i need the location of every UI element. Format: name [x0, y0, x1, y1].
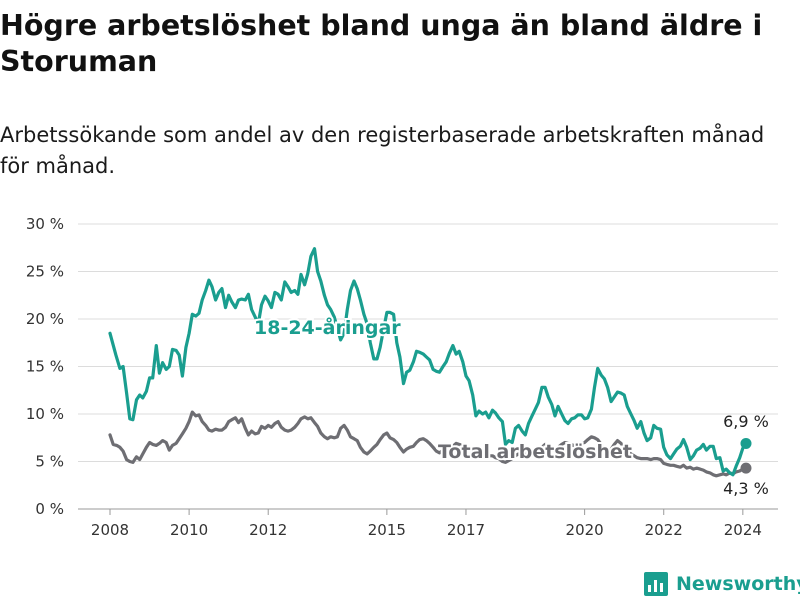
x-tick-label: 2015 [368, 521, 406, 539]
end-label-youth: 6,9 % [723, 412, 769, 431]
series-label-total: Total arbetslöshet [438, 441, 632, 463]
x-tick-label: 2010 [170, 521, 208, 539]
x-tick-label: 2024 [724, 521, 762, 539]
series-line [108, 410, 748, 478]
y-tick-label: 10 % [26, 405, 64, 423]
y-tick-label: 5 % [35, 453, 64, 471]
x-tick-label: 2020 [566, 521, 604, 539]
brand-name: Newsworthy [676, 573, 800, 595]
y-axis-tick-labels: 0 % 5 % 10 % 15 % 20 % 25 % 30 % [26, 215, 64, 518]
y-tick-label: 20 % [26, 310, 64, 328]
series-label-youth: 18-24-åringar [254, 315, 401, 339]
series-lines [108, 247, 752, 478]
chart-title: Högre arbetslöshet bland unga än bland ä… [0, 9, 763, 78]
y-tick-label: 25 % [26, 263, 64, 281]
x-axis: 2008 2010 2012 2015 2017 2020 2022 2024 [91, 509, 762, 539]
end-point-marker [740, 462, 752, 474]
x-tick-label: 2012 [249, 521, 287, 539]
series-labels: 18-24-åringar Total arbetslöshet 6,9 % 4,3 … [252, 313, 769, 498]
x-tick-label: 2022 [645, 521, 683, 539]
end-point-marker [740, 437, 752, 449]
chart-subtitle: Arbetssökande som andel av den registerb… [0, 123, 765, 178]
y-tick-label: 0 % [35, 500, 64, 518]
brand-logo: Newsworthy [644, 568, 800, 600]
y-tick-label: 15 % [26, 358, 64, 376]
series-line [108, 247, 748, 477]
x-tick-label: 2017 [447, 521, 485, 539]
end-label-total: 4,3 % [723, 479, 769, 498]
x-tick-label: 2008 [91, 521, 129, 539]
y-tick-label: 30 % [26, 215, 64, 233]
bar-chart-logo-icon [644, 572, 668, 596]
